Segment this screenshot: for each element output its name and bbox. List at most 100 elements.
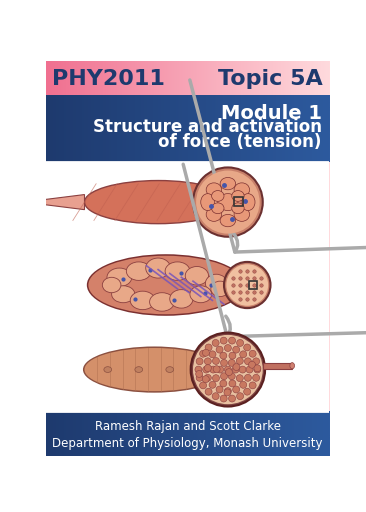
Text: Structure and activation: Structure and activation xyxy=(93,118,322,136)
Ellipse shape xyxy=(185,267,209,285)
Ellipse shape xyxy=(220,373,228,380)
Ellipse shape xyxy=(254,365,261,372)
Ellipse shape xyxy=(233,364,240,371)
Ellipse shape xyxy=(203,366,210,373)
Ellipse shape xyxy=(196,374,203,381)
Ellipse shape xyxy=(220,178,236,190)
Ellipse shape xyxy=(224,388,231,395)
Ellipse shape xyxy=(220,380,227,387)
Ellipse shape xyxy=(166,367,173,372)
Ellipse shape xyxy=(237,339,244,347)
Ellipse shape xyxy=(253,374,259,381)
Ellipse shape xyxy=(212,203,224,214)
Ellipse shape xyxy=(170,290,193,308)
Bar xyxy=(46,162,329,411)
Ellipse shape xyxy=(233,386,240,393)
Ellipse shape xyxy=(213,357,220,365)
Ellipse shape xyxy=(249,350,256,357)
Bar xyxy=(249,281,257,289)
Ellipse shape xyxy=(249,382,256,389)
Text: of force (tension): of force (tension) xyxy=(158,133,322,151)
Ellipse shape xyxy=(224,366,231,373)
Ellipse shape xyxy=(212,339,219,347)
Ellipse shape xyxy=(87,254,245,316)
Ellipse shape xyxy=(237,393,244,400)
Polygon shape xyxy=(26,195,85,209)
Text: Department of Physiology, Monash University: Department of Physiology, Monash Univers… xyxy=(52,437,323,450)
Ellipse shape xyxy=(249,361,255,368)
Ellipse shape xyxy=(213,375,220,381)
Ellipse shape xyxy=(232,366,239,373)
Ellipse shape xyxy=(146,258,171,278)
Ellipse shape xyxy=(107,268,132,287)
Ellipse shape xyxy=(290,362,295,369)
Ellipse shape xyxy=(217,366,224,373)
Bar xyxy=(263,362,292,369)
Ellipse shape xyxy=(218,194,238,210)
Ellipse shape xyxy=(253,358,259,365)
Ellipse shape xyxy=(204,358,211,365)
Ellipse shape xyxy=(104,367,112,372)
Ellipse shape xyxy=(212,190,224,201)
Text: Ramesh Rajan and Scott Clarke: Ramesh Rajan and Scott Clarke xyxy=(94,420,281,433)
Ellipse shape xyxy=(193,167,263,237)
Ellipse shape xyxy=(220,215,236,227)
Ellipse shape xyxy=(229,352,236,359)
Ellipse shape xyxy=(135,367,143,372)
Ellipse shape xyxy=(229,380,236,387)
Ellipse shape xyxy=(191,333,265,407)
Ellipse shape xyxy=(236,375,243,381)
Ellipse shape xyxy=(240,351,247,358)
Ellipse shape xyxy=(232,203,244,214)
Ellipse shape xyxy=(206,207,222,221)
Ellipse shape xyxy=(233,346,240,353)
Ellipse shape xyxy=(190,286,212,303)
Ellipse shape xyxy=(112,286,135,303)
Ellipse shape xyxy=(220,395,227,402)
Ellipse shape xyxy=(254,366,261,373)
Ellipse shape xyxy=(202,376,209,382)
Ellipse shape xyxy=(239,366,246,373)
Ellipse shape xyxy=(85,348,224,391)
Text: PHY2011: PHY2011 xyxy=(52,69,165,89)
Ellipse shape xyxy=(196,170,259,233)
Ellipse shape xyxy=(205,274,227,293)
Ellipse shape xyxy=(224,345,231,351)
Ellipse shape xyxy=(193,335,263,404)
Ellipse shape xyxy=(229,395,236,402)
Ellipse shape xyxy=(204,374,211,381)
Ellipse shape xyxy=(246,366,253,373)
Ellipse shape xyxy=(244,344,251,351)
Ellipse shape xyxy=(244,374,251,381)
Ellipse shape xyxy=(205,344,212,351)
Ellipse shape xyxy=(201,194,215,210)
Ellipse shape xyxy=(196,358,203,365)
Ellipse shape xyxy=(150,293,175,311)
Bar xyxy=(234,197,243,206)
Ellipse shape xyxy=(209,381,216,388)
Ellipse shape xyxy=(220,337,227,344)
Ellipse shape xyxy=(234,183,250,197)
Ellipse shape xyxy=(209,351,216,358)
Ellipse shape xyxy=(88,256,243,314)
Ellipse shape xyxy=(232,190,244,201)
Ellipse shape xyxy=(228,373,235,380)
Ellipse shape xyxy=(224,389,231,396)
Ellipse shape xyxy=(236,357,243,365)
Ellipse shape xyxy=(102,278,121,293)
Ellipse shape xyxy=(202,349,209,356)
Ellipse shape xyxy=(216,346,223,353)
Ellipse shape xyxy=(229,337,236,344)
Ellipse shape xyxy=(211,281,229,296)
Ellipse shape xyxy=(199,382,206,389)
Ellipse shape xyxy=(240,381,247,388)
Ellipse shape xyxy=(210,366,217,373)
Ellipse shape xyxy=(226,264,268,306)
Ellipse shape xyxy=(220,359,228,367)
Ellipse shape xyxy=(206,183,222,197)
Ellipse shape xyxy=(220,352,227,359)
Text: Topic 5A: Topic 5A xyxy=(219,69,323,89)
Ellipse shape xyxy=(126,262,151,281)
Ellipse shape xyxy=(244,358,251,365)
Ellipse shape xyxy=(195,366,202,373)
